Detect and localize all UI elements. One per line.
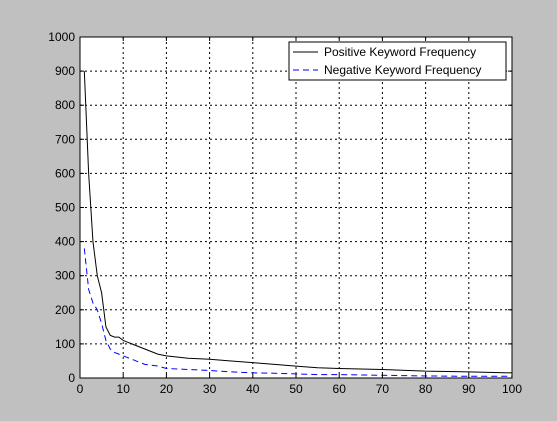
y-tick-label: 800 [55,98,75,112]
x-tick-label: 30 [203,382,217,396]
legend-label-negative: Negative Keyword Frequency [324,63,481,77]
x-tick-label: 100 [502,382,522,396]
y-tick-label: 500 [55,201,75,215]
y-tick-label: 400 [55,235,75,249]
tick-marks [79,36,513,379]
x-tick-label: 40 [246,382,260,396]
series-layer [83,71,513,377]
x-tick-label: 70 [376,382,390,396]
x-tick-label: 60 [333,382,347,396]
x-tick-label: 20 [160,382,174,396]
y-tick-label: 100 [55,337,75,351]
y-tick-label: 900 [55,64,75,78]
x-tick-label: 90 [462,382,476,396]
x-tick-labels: 0 10 20 30 40 50 60 70 80 90 100 [77,382,523,396]
legend: Positive Keyword Frequency Negative Keyw… [288,41,507,81]
series-line-negative [83,248,512,377]
y-tick-label: 600 [55,166,75,180]
y-tick-labels: 0 100 200 300 400 500 600 700 800 900 1000 [48,30,75,385]
x-tick-label: 0 [77,382,84,396]
y-tick-label: 300 [55,269,75,283]
legend-label-positive: Positive Keyword Frequency [324,45,476,59]
x-tick-label: 10 [117,382,131,396]
y-tick-label: 700 [55,132,75,146]
y-tick-label: 0 [68,371,75,385]
legend-box [288,41,507,81]
grid-lines [80,37,512,378]
x-tick-label: 50 [289,382,303,396]
y-tick-label: 200 [55,303,75,317]
x-tick-label: 80 [419,382,433,396]
series-line-positive [83,71,513,374]
y-tick-label: 1000 [48,30,75,44]
